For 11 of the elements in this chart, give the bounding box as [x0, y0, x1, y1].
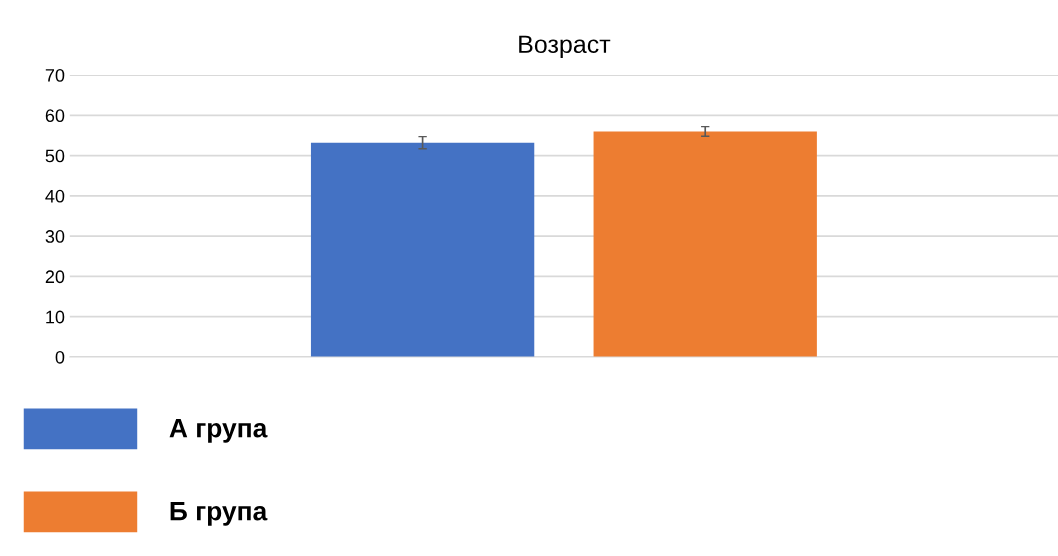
y-tick-label: 10 — [46, 310, 65, 324]
legend-label: А група — [169, 419, 268, 443]
y-tick-label: 20 — [45, 270, 65, 284]
y-tick-label: 60 — [45, 109, 65, 123]
y-tick-label: 0 — [55, 350, 65, 364]
y-tick-label: 40 — [45, 189, 65, 203]
y-tick-label: 50 — [45, 149, 65, 163]
y-tick-label: 70 — [45, 68, 65, 82]
legend-label: Б група — [170, 502, 268, 526]
chart-title: Возраст — [519, 35, 611, 59]
y-tick-label: 30 — [45, 230, 65, 243]
